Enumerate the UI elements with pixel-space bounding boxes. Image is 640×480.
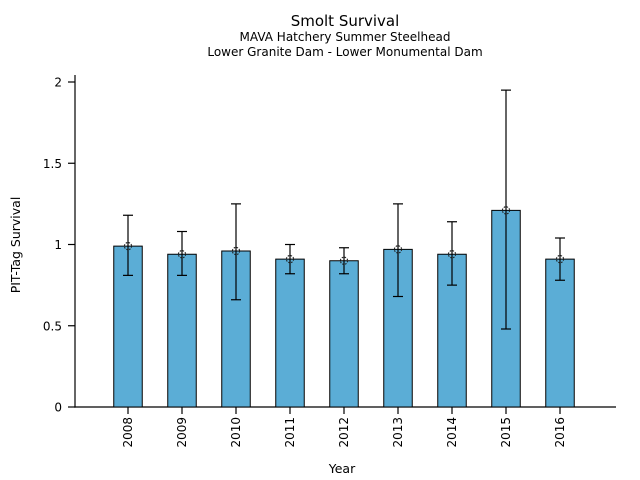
y-tick-label: 1: [54, 238, 62, 252]
bar-group-2008: [113, 214, 143, 408]
point-marker: [447, 250, 457, 259]
bar-group-2012: [329, 247, 359, 408]
chart-title: Smolt Survival: [291, 12, 400, 30]
y-tick-label: 0.5: [43, 319, 62, 333]
chart-subtitle-line1: MAVA Hatchery Summer Steelhead: [240, 30, 451, 44]
bar: [167, 253, 197, 408]
point-marker: [339, 256, 349, 265]
y-tick-label: 2: [54, 76, 62, 90]
x-tick-label: 2008: [121, 417, 135, 448]
bar-group-2010: [221, 203, 251, 408]
point-marker: [285, 254, 295, 264]
x-tick-label: 2013: [391, 417, 405, 448]
bar-group-2014: [437, 221, 467, 408]
point-marker: [177, 250, 187, 259]
bar-group-2016: [545, 237, 575, 408]
bar: [329, 260, 359, 408]
x-tick-label: 2010: [229, 417, 243, 448]
bar: [545, 258, 575, 408]
x-tick-label: 2012: [337, 417, 351, 448]
x-tick-label: 2009: [175, 417, 189, 448]
x-axis-label: Year: [328, 461, 356, 476]
x-tick-label: 2011: [283, 417, 297, 448]
y-axis-label: PIT-Tag Survival: [8, 197, 23, 294]
x-tick-label: 2016: [553, 417, 567, 448]
point-marker: [555, 254, 565, 264]
x-tick-label: 2015: [499, 417, 513, 448]
x-tick-label: 2014: [445, 417, 459, 448]
y-tick-label: 0: [54, 401, 62, 415]
bar-group-2011: [275, 243, 305, 408]
bar-group-2013: [383, 203, 413, 408]
bar-group-2009: [167, 230, 197, 408]
bar: [275, 258, 305, 408]
point-marker: [501, 206, 511, 215]
chart-subtitle-line2: Lower Granite Dam - Lower Monumental Dam: [207, 45, 482, 59]
y-tick-label: 1.5: [43, 157, 62, 171]
bar-group-2015: [491, 89, 521, 408]
point-marker: [231, 246, 241, 256]
plot-area: 0 0.5 1 1.5 2 2008 2009 2010 2011 2012 2013 2014 201…: [43, 76, 575, 448]
point-marker: [123, 241, 133, 251]
bar: [383, 248, 413, 408]
point-marker: [393, 245, 403, 254]
